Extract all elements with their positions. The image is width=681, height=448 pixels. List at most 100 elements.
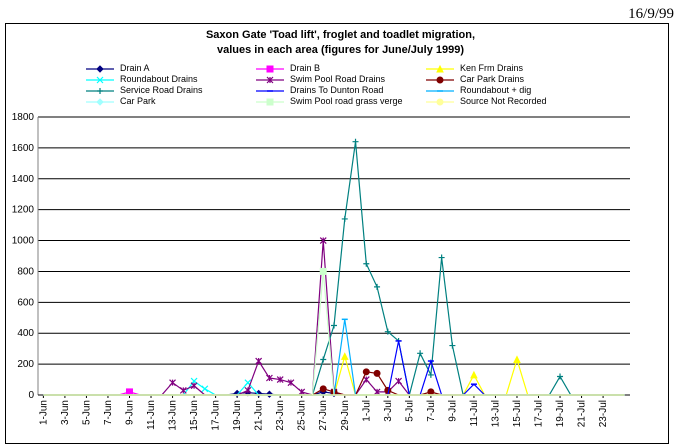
data-point: [340, 352, 349, 360]
y-tick-label: 0: [28, 390, 34, 401]
legend-label: Car Park Drains: [460, 74, 525, 84]
chart-title: Saxon Gate 'Toad lift', froglet and toad…: [205, 29, 476, 41]
data-point: [96, 65, 104, 73]
data-point: [374, 283, 381, 290]
x-tick-label: 15-Jul: [512, 400, 523, 427]
x-tick-label: 5-Jun: [81, 400, 92, 425]
data-point: [265, 390, 274, 398]
data-point: [287, 379, 295, 387]
data-point: [319, 237, 327, 244]
data-point: [96, 98, 104, 106]
x-tick-label: 5-Jul: [404, 400, 415, 422]
data-point: [363, 260, 370, 267]
legend-label: Ken Frm Drains: [460, 63, 524, 73]
x-tick-label: 7-Jun: [103, 400, 114, 425]
data-point: [190, 382, 198, 390]
y-tick-label: 200: [17, 359, 34, 370]
y-tick-label: 1400: [12, 174, 35, 185]
data-point: [373, 388, 381, 396]
data-point: [513, 355, 521, 363]
x-tick-label: 9-Jun: [124, 400, 135, 425]
data-point: [449, 342, 456, 349]
data-point: [244, 386, 252, 394]
x-tick-label: 25-Jun: [297, 400, 308, 431]
data-point: [266, 76, 274, 84]
series-line: [43, 240, 625, 396]
data-point: [352, 138, 359, 145]
legend-label: Car Park: [120, 96, 156, 106]
data-point: [255, 357, 263, 365]
data-point: [266, 98, 274, 106]
x-tick-label: 11-Jun: [146, 400, 157, 430]
legend-label: Roundabout Drains: [120, 74, 198, 84]
x-tick-label: 3-Jun: [60, 400, 71, 425]
data-point: [331, 322, 337, 329]
data-point: [427, 371, 434, 378]
data-point: [557, 373, 564, 380]
chart-frame: [5, 23, 669, 444]
data-point: [436, 98, 444, 106]
legend-label: Source Not Recorded: [460, 96, 547, 106]
x-tick-label: 17-Jul: [534, 400, 545, 427]
data-point: [427, 388, 435, 396]
data-point: [169, 379, 176, 387]
data-point: [320, 356, 327, 363]
data-point: [436, 64, 444, 73]
x-tick-label: 21-Jun: [254, 400, 265, 431]
x-tick-label: 19-Jun: [232, 400, 243, 431]
legend-label: Drain B: [290, 63, 321, 73]
x-tick-label: 3-Jul: [383, 400, 394, 422]
data-point: [201, 385, 209, 393]
legend-label: Roundabout + dig: [460, 85, 532, 95]
data-point: [298, 388, 306, 396]
y-tick-label: 400: [17, 328, 34, 339]
data-point: [266, 65, 274, 73]
x-tick-label: 11-Jul: [469, 400, 480, 427]
data-point: [436, 76, 444, 84]
data-point: [470, 370, 478, 379]
y-tick-label: 1000: [12, 236, 35, 247]
data-point: [384, 328, 391, 335]
x-tick-label: 21-Jul: [577, 400, 588, 427]
x-tick-label: 23-Jul: [598, 400, 609, 427]
data-point: [276, 376, 284, 383]
legend-label: Swim Pool Road Drains: [290, 74, 386, 84]
legend-label: Service Road Drains: [120, 85, 203, 95]
data-point: [125, 388, 133, 396]
chart-subtitle: values in each area (figures for June/Ju…: [217, 44, 464, 56]
data-point: [96, 76, 104, 84]
data-point: [438, 254, 445, 261]
data-point: [362, 368, 370, 376]
x-tick-label: 17-Jun: [211, 400, 222, 431]
data-point: [265, 374, 273, 382]
data-point: [97, 88, 103, 94]
series-line: [43, 141, 625, 396]
x-tick-label: 13-Jul: [490, 400, 501, 427]
data-point: [319, 385, 327, 393]
legend-label: Drain A: [120, 63, 150, 73]
legend-label: Swim Pool road grass verge: [290, 96, 403, 106]
x-tick-label: 15-Jun: [189, 400, 200, 431]
data-point: [179, 386, 187, 394]
x-tick-label: 7-Jul: [426, 400, 437, 422]
y-tick-label: 600: [17, 297, 34, 308]
x-tick-label: 1-Jul: [361, 400, 372, 422]
x-tick-label: 9-Jul: [447, 400, 458, 422]
x-tick-label: 13-Jun: [168, 400, 179, 431]
data-point: [417, 350, 424, 357]
x-tick-label: 27-Jun: [318, 400, 329, 431]
x-tick-label: 19-Jul: [555, 400, 566, 427]
data-point: [395, 377, 403, 385]
data-point: [319, 267, 327, 275]
data-point: [373, 369, 381, 377]
y-tick-label: 1200: [12, 205, 35, 216]
x-tick-label: 29-Jun: [340, 400, 351, 431]
legend-label: Drains To Dunton Road: [290, 85, 384, 95]
y-tick-label: 800: [17, 266, 34, 277]
x-tick-label: 1-Jun: [38, 400, 49, 425]
report-date: 16/9/99: [628, 6, 674, 22]
data-point: [341, 215, 348, 222]
y-tick-label: 1600: [12, 143, 35, 154]
y-tick-label: 1800: [12, 112, 35, 123]
